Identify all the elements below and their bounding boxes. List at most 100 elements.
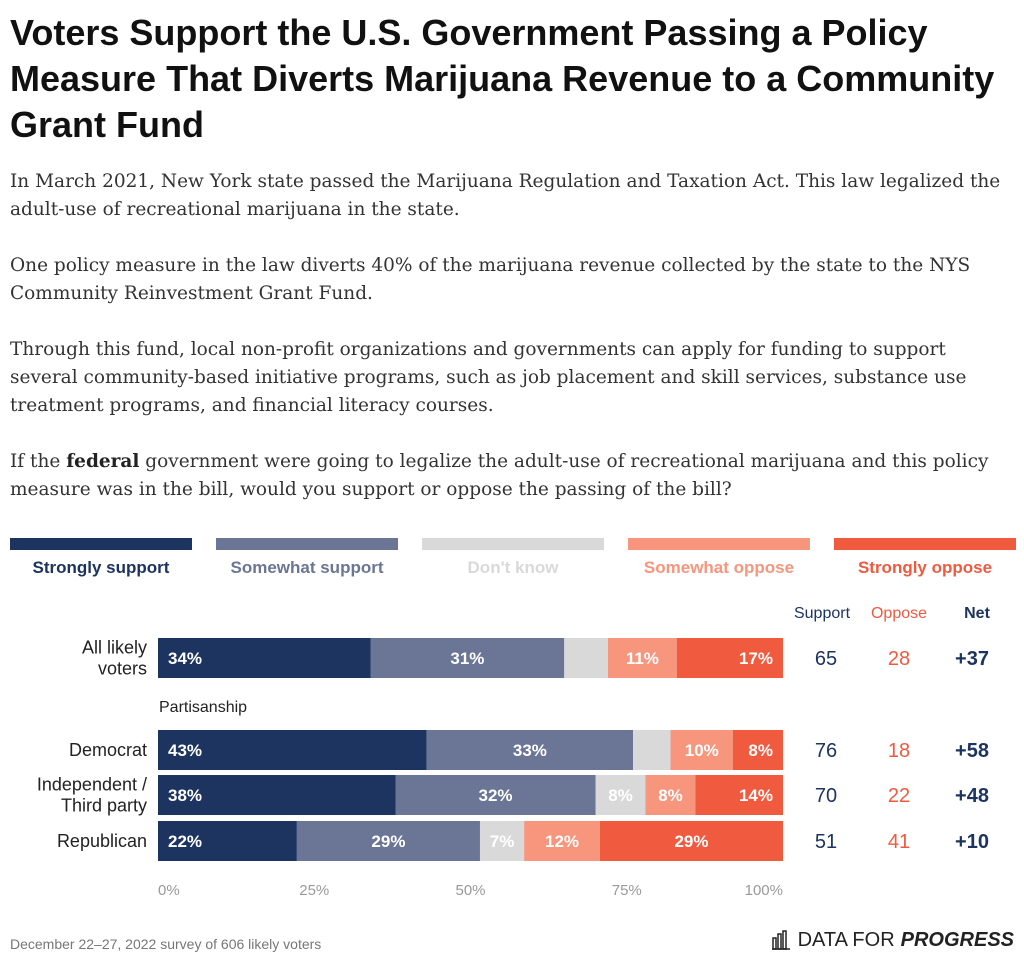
source-note: December 22–27, 2022 survey of 606 likel… — [10, 936, 322, 952]
legend-swatch — [216, 538, 398, 550]
x-tick-label: 50% — [455, 882, 485, 899]
chart-title: Voters Support the U.S. Government Passi… — [10, 12, 995, 145]
legend-swatch — [834, 538, 1016, 550]
bar-segment — [479, 821, 525, 861]
column-header-net: Net — [964, 605, 990, 622]
bar-segment — [296, 821, 480, 861]
brand-name-light: DATA FOR — [797, 928, 895, 951]
legend-swatch — [628, 538, 810, 550]
bar-data-label: 29% — [371, 832, 405, 851]
x-tick-label: 100% — [745, 882, 783, 899]
legend-label: Strongly support — [32, 558, 170, 577]
bar-segment — [608, 638, 677, 678]
legend-item-somewhat-support: Somewhat support — [216, 538, 398, 578]
bar-segment — [670, 730, 733, 770]
oppose-value: 22 — [888, 785, 910, 807]
bar-data-label: 32% — [478, 786, 512, 805]
category-label-line: Independent / — [37, 775, 147, 795]
bar-segment — [395, 775, 596, 815]
bar-segment — [370, 638, 565, 678]
category-label-line: All likely — [82, 638, 147, 658]
brand-logo: DATA FOR PROGRESS — [771, 928, 1014, 952]
bar-data-label: 12% — [545, 832, 579, 851]
net-value: +48 — [955, 785, 989, 807]
bar-data-label: 11% — [626, 649, 659, 668]
bar-segment — [158, 638, 371, 678]
category-label-line: Republican — [57, 831, 147, 851]
question-prefix: If the — [10, 451, 67, 472]
bar-data-label: 31% — [450, 649, 484, 668]
column-header-oppose: Oppose — [871, 605, 927, 622]
support-value: 51 — [815, 831, 837, 853]
oppose-value: 18 — [888, 740, 910, 762]
bar-data-label: 33% — [513, 741, 547, 760]
x-tick-label: 75% — [612, 882, 642, 899]
bar-data-label: 14% — [739, 786, 773, 805]
legend-item-strongly-support: Strongly support — [10, 538, 192, 578]
bar-segment — [426, 730, 633, 770]
bar-segment — [676, 638, 783, 678]
bar-segment — [599, 821, 783, 861]
description-paragraph-3: Through this fund, local non-profit orga… — [10, 339, 967, 416]
bar-data-label: 29% — [674, 832, 708, 851]
bar-segment — [733, 730, 783, 770]
legend-swatch — [422, 538, 604, 550]
bar-segment — [595, 775, 646, 815]
bar-data-label: 17% — [739, 649, 773, 668]
net-value: +10 — [955, 831, 989, 853]
x-tick-label: 25% — [299, 882, 329, 899]
bar-segment — [645, 775, 696, 815]
legend-label: Strongly oppose — [857, 558, 993, 577]
oppose-value: 41 — [888, 831, 910, 853]
bar-data-label: 43% — [168, 741, 202, 760]
bar-data-label: 8% — [658, 786, 683, 805]
support-value: 65 — [815, 648, 837, 670]
bar-data-label: 22% — [168, 832, 202, 851]
legend-label: Somewhat oppose — [643, 558, 795, 577]
legend-item-strongly-oppose: Strongly oppose — [834, 538, 1016, 578]
bar-segment — [564, 638, 608, 678]
bar-segment — [158, 821, 297, 861]
category-label: All likely voters — [82, 638, 147, 679]
description-paragraph-1: In March 2021, New York state passed the… — [10, 171, 1001, 220]
bar-data-label: 10% — [685, 741, 719, 760]
description-paragraph-2: One policy measure in the law diverts 40… — [10, 255, 971, 304]
bar-segment — [524, 821, 600, 861]
description: In March 2021, New York state passed the… — [10, 168, 1010, 532]
support-value: 70 — [815, 785, 837, 807]
bar-chart-icon — [771, 930, 790, 950]
group-label-partisanship: Partisanship — [159, 699, 247, 716]
category-label: Independent / Third party — [37, 775, 147, 816]
category-label: Democrat — [69, 740, 147, 760]
legend-label: Somewhat support — [230, 558, 384, 577]
oppose-value: 28 — [888, 648, 910, 670]
stacked-bar-chart: Support Oppose Net Partisanship All likely vo… — [37, 605, 991, 899]
category-label: Republican — [57, 831, 147, 851]
legend-item-dont-know: Don't know — [422, 538, 604, 578]
category-label-line: Third party — [61, 796, 147, 816]
bar-segment — [158, 775, 396, 815]
brand-name-bold: PROGRESS — [900, 928, 1014, 951]
legend-label: Don't know — [467, 558, 559, 577]
bar-data-label: 38% — [168, 786, 202, 805]
support-value: 76 — [815, 740, 837, 762]
x-tick-label: 0% — [158, 882, 180, 899]
category-label-line: Democrat — [69, 740, 147, 760]
bar-segment — [633, 730, 671, 770]
bar-data-label: 34% — [168, 649, 202, 668]
column-header-support: Support — [794, 605, 851, 622]
bar-segment — [158, 730, 427, 770]
bar-data-label: 8% — [608, 786, 633, 805]
question-suffix: government were going to legalize the ad… — [10, 451, 989, 500]
category-label-line: voters — [98, 659, 147, 679]
bar-data-label: 7% — [490, 832, 515, 851]
legend: Strongly support Somewhat support Don't … — [10, 538, 1016, 582]
net-value: +37 — [955, 648, 989, 670]
bar-data-label: 8% — [748, 741, 773, 760]
net-value: +58 — [955, 740, 989, 762]
description-question: If the federal government were going to … — [10, 448, 1010, 504]
legend-swatch — [10, 538, 192, 550]
question-emphasis: federal — [66, 451, 140, 472]
legend-item-somewhat-oppose: Somewhat oppose — [628, 538, 810, 578]
bar-segment — [695, 775, 783, 815]
